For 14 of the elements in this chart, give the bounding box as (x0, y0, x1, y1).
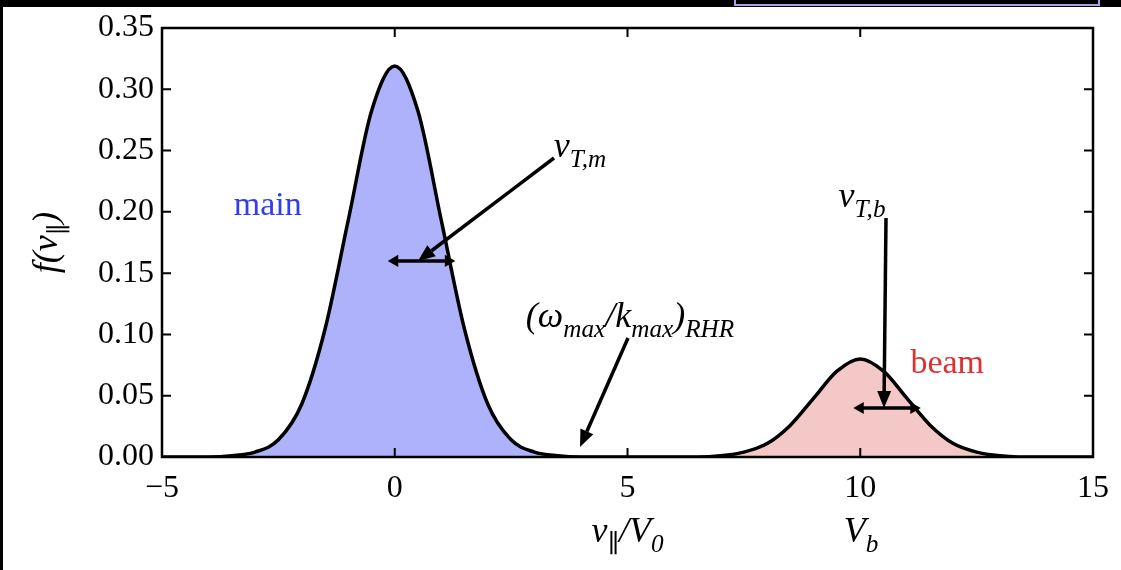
legend-label: main (233, 185, 302, 223)
y-tick-label: 0.25 (98, 129, 154, 166)
y-tick-label: 0.35 (98, 7, 154, 44)
x-tick-label: 5 (619, 467, 636, 504)
x-tick-label: 10 (844, 467, 877, 504)
y-tick-label: 0.10 (98, 313, 154, 350)
y-axis-title: f(v∥) (24, 211, 72, 274)
x-tick-label: 15 (1077, 467, 1109, 504)
y-tick-label: 0.05 (98, 375, 154, 412)
series-label: beam (910, 343, 985, 381)
y-tick-label: 0.15 (98, 252, 154, 289)
x-tick-label: 0 (386, 467, 403, 504)
y-tick-label: 0.30 (98, 68, 154, 105)
y-tick-label: 0.20 (98, 191, 154, 228)
